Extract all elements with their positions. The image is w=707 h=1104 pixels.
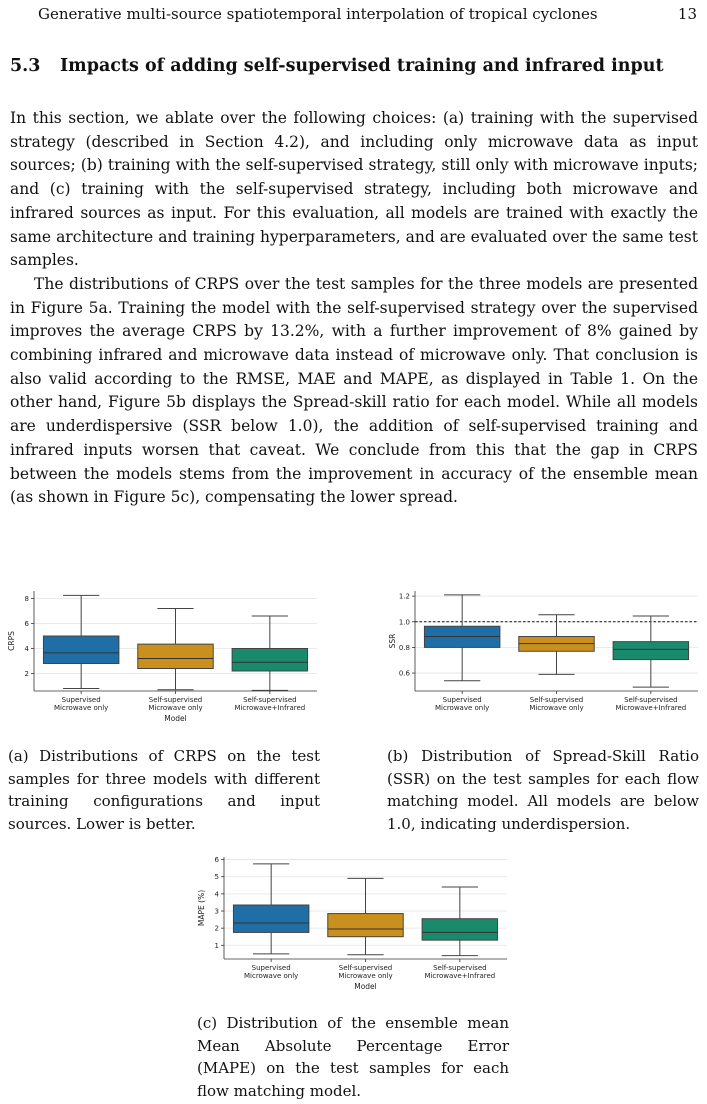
paragraph: In this section, we ablate over the foll… — [10, 109, 698, 270]
x-tick-label: Self-supervised Microwave+Infrared — [234, 696, 305, 712]
section-number: 5.3 — [10, 56, 41, 76]
page-number: 13 — [677, 5, 697, 23]
y-tick-label: 8 — [25, 595, 29, 603]
y-tick-label: 5 — [215, 873, 219, 881]
x-axis-label: Model — [354, 982, 377, 991]
x-tick-label: Self-supervised Microwave only — [148, 696, 202, 712]
mape-boxplot-chart: 1 2 3 4 5 6 Supervised Microwave only Self-super… — [197, 856, 507, 991]
y-tick-label: 4 — [215, 890, 220, 898]
x-tick-label: Supervised Microwave only — [244, 964, 298, 980]
figure-5b-caption: (b) Distribution of Spread-Skill Ratio (… — [387, 747, 699, 833]
box — [137, 643, 214, 669]
box — [232, 904, 310, 933]
figure-5b: 0.6 0.8 1.0 1.2 Supervised Microwave only Self… — [385, 584, 705, 724]
x-tick-label: Supervised Microwave only — [435, 696, 489, 712]
y-tick-label: 0.6 — [399, 670, 411, 678]
box — [421, 918, 499, 941]
box — [327, 913, 404, 938]
section-body: In this section, we ablate over the foll… — [10, 107, 698, 510]
x-tick-label: Self-supervised Microwave only — [529, 696, 583, 712]
ssr-boxplot-chart: 0.6 0.8 1.0 1.2 Supervised Microwave only Self… — [388, 591, 698, 712]
figure-5c-caption: (c) Distribution of the ensemble mean Me… — [197, 1014, 509, 1100]
x-tick-label: Self-supervised Microwave+Infrared — [615, 696, 686, 712]
running-title: Generative multi-source spatiotemporal i… — [38, 5, 598, 23]
x-tick-label: Supervised Microwave only — [54, 696, 108, 712]
y-tick-label: 1 — [215, 942, 219, 950]
y-tick-label: 2 — [25, 670, 29, 678]
y-tick-label: 6 — [25, 620, 30, 628]
y-tick-label: 0.8 — [399, 644, 410, 652]
box — [42, 635, 120, 664]
paragraph: The distributions of CRPS over the test … — [10, 274, 698, 507]
y-tick-label: 3 — [215, 908, 219, 916]
y-tick-label: 1.2 — [399, 593, 410, 601]
box — [612, 641, 690, 661]
x-axis-label: Model — [164, 714, 187, 723]
y-axis-label: CRPS — [7, 631, 16, 651]
y-tick-label: 2 — [215, 925, 219, 933]
y-axis-label: SSR — [388, 634, 397, 649]
y-tick-label: 1.0 — [399, 618, 410, 626]
box — [231, 648, 309, 672]
section-heading: 5.3 Impacts of adding self-supervised tra… — [10, 54, 700, 78]
figure-5a: 2 4 6 8 Supervised Microwave only Self-supervi… — [4, 584, 324, 734]
figure-5c: 1 2 3 4 5 6 Supervised Microwave only Self-super… — [194, 850, 514, 1002]
figure-5a-caption: (a) Distributions of CRPS on the test sa… — [8, 747, 320, 833]
x-tick-label: Self-supervised Microwave only — [338, 964, 392, 980]
section-title: Impacts of adding self-supervised traini… — [60, 56, 664, 76]
y-axis-label: MAPE (%) — [197, 890, 206, 926]
crps-boxplot-chart: 2 4 6 8 Supervised Microwave only Self-supervi… — [7, 591, 317, 723]
x-tick-label: Self-supervised Microwave+Infrared — [424, 964, 495, 980]
y-tick-label: 4 — [25, 645, 30, 653]
y-tick-label: 6 — [215, 856, 220, 864]
